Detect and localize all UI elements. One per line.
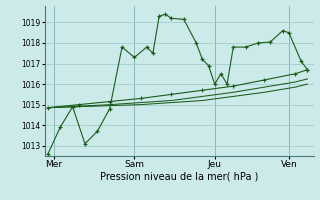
X-axis label: Pression niveau de la mer( hPa ): Pression niveau de la mer( hPa )	[100, 172, 258, 182]
